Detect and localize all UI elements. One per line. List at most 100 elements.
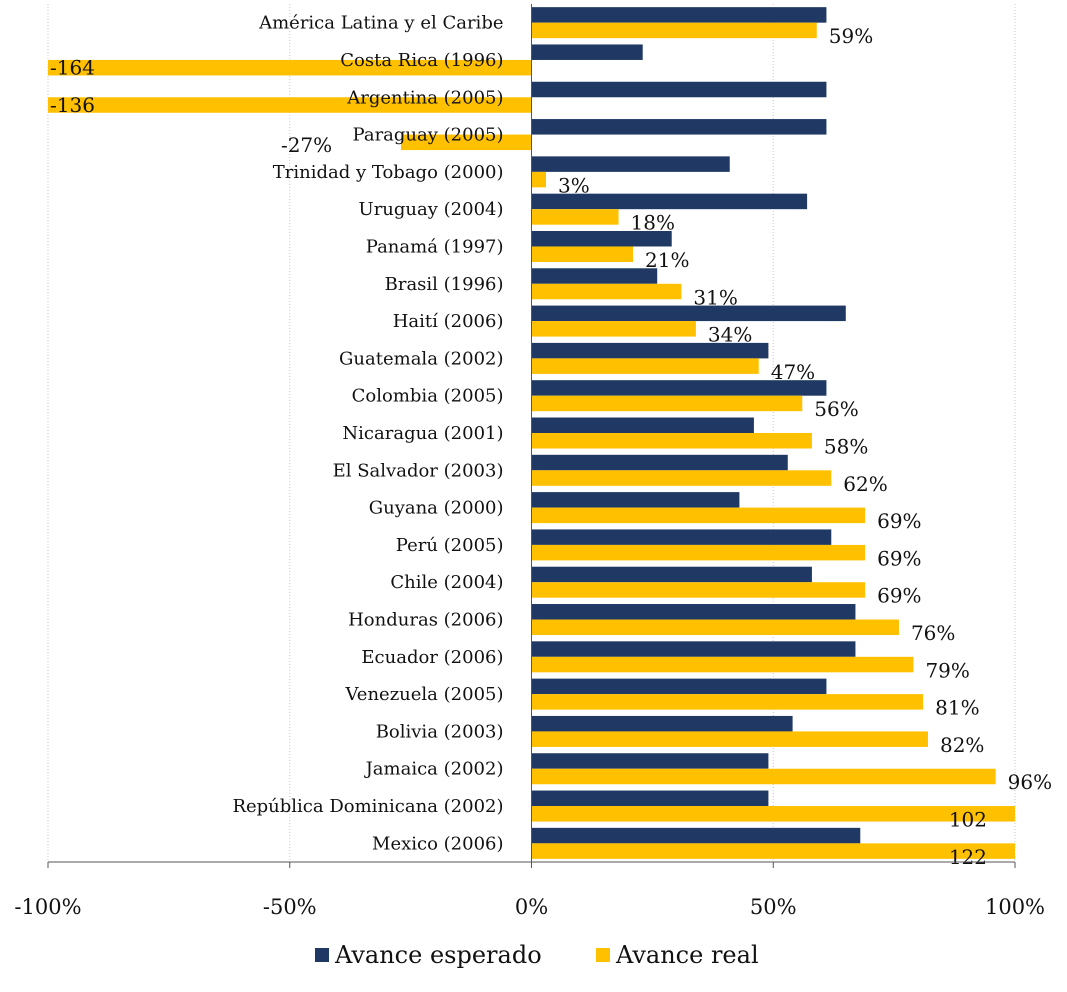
category-label: República Dominicana (2002) [232, 796, 503, 817]
category-label: América Latina y el Caribe [258, 13, 503, 34]
x-tick-label: 50% [750, 895, 797, 919]
bar-avance-esperado [531, 604, 856, 620]
category-label: Costa Rica (1996) [340, 50, 503, 71]
bar-avance-real [531, 395, 803, 412]
data-label: 82% [940, 733, 984, 757]
bar-avance-esperado [531, 305, 846, 322]
bar-avance-real [531, 806, 1015, 822]
data-label: 58% [824, 435, 868, 459]
bar-avance-esperado [531, 380, 827, 396]
bar-avance-real [531, 768, 996, 785]
bar-avance-esperado [531, 454, 788, 471]
data-label: 34% [708, 323, 752, 347]
bar-avance-esperado [531, 529, 832, 545]
legend-avance-real-label: Avance real [615, 941, 759, 969]
category-label: Jamaica (2002) [364, 759, 504, 780]
bar-avance-esperado [531, 44, 643, 60]
category-label: El Salvador (2003) [333, 460, 504, 481]
category-label: Guyana (2000) [369, 498, 504, 519]
bar-avance-esperado [531, 492, 740, 508]
bar-avance-real [531, 171, 547, 188]
category-label: Perú (2005) [396, 535, 504, 556]
data-label: 69% [877, 546, 921, 570]
bar-avance-esperado [531, 193, 808, 210]
data-label: 76% [911, 621, 955, 645]
bar-avance-esperado [531, 753, 769, 769]
bar-avance-real [531, 731, 928, 747]
bar-avance-real [531, 656, 914, 673]
x-tick-label: -100% [14, 895, 81, 919]
data-label: -164 [50, 55, 95, 79]
data-label: 31% [693, 285, 737, 309]
bar-avance-real [531, 283, 682, 300]
data-label: -27% [281, 133, 332, 157]
data-label: 69% [877, 584, 921, 608]
bar-avance-real [531, 582, 866, 598]
legend-avance-esperado-swatch [315, 948, 329, 962]
bar-avance-real [531, 470, 832, 486]
bar-avance-esperado [531, 641, 856, 657]
x-tick-label: 0% [515, 895, 548, 919]
category-label: Paraguay (2005) [353, 125, 504, 146]
bar-avance-real [531, 507, 866, 524]
category-label: Honduras (2006) [348, 610, 503, 631]
data-label: 3% [558, 173, 590, 197]
category-label: Mexico (2006) [372, 833, 503, 854]
data-label: 18% [631, 211, 675, 235]
bar-avance-esperado [531, 342, 769, 359]
category-label: Bolivia (2003) [376, 721, 504, 742]
data-label: 96% [1008, 770, 1052, 794]
bar-avance-real [400, 134, 532, 151]
bar-avance-real [531, 433, 812, 449]
bar-avance-esperado [531, 230, 672, 247]
bar-avance-esperado [531, 81, 827, 98]
data-label: 21% [645, 248, 689, 272]
bar-avance-real [531, 544, 866, 561]
category-label: Guatemala (2002) [339, 348, 503, 369]
data-label: 69% [877, 509, 921, 533]
data-label: 59% [829, 24, 873, 48]
data-label: 62% [843, 472, 887, 496]
bar-avance-real [48, 59, 532, 76]
x-tick-label: 100% [985, 895, 1045, 919]
data-label: 47% [771, 360, 815, 384]
bar-avance-esperado [531, 566, 812, 583]
category-label: Ecuador (2006) [361, 647, 503, 668]
category-label: Nicaragua (2001) [342, 423, 503, 444]
category-label: Uruguay (2004) [359, 199, 504, 220]
category-label: Argentina (2005) [346, 87, 503, 108]
bar-avance-real [531, 209, 619, 225]
bar-avance-esperado [531, 715, 793, 732]
bar-avance-real [531, 246, 634, 262]
bar-avance-real [531, 321, 696, 337]
category-label: Colombia (2005) [352, 386, 504, 407]
legend-avance-real-swatch [596, 948, 610, 962]
x-tick-label: -50% [263, 895, 317, 919]
bar-avance-real [531, 22, 817, 39]
category-label: Venezuela (2005) [344, 684, 503, 705]
data-label: 122 [949, 845, 987, 869]
bar-avance-real [531, 694, 924, 710]
bar-avance-esperado [531, 268, 658, 284]
data-label: 81% [935, 696, 979, 720]
data-label: -136 [50, 93, 95, 117]
category-label: Panamá (1997) [366, 236, 504, 257]
bar-avance-esperado [531, 417, 754, 433]
bar-avance-esperado [531, 119, 827, 135]
bar-avance-esperado [531, 790, 769, 807]
category-label: Trinidad y Tobago (2000) [273, 162, 504, 183]
bar-avance-esperado [531, 156, 730, 172]
bar-avance-real [531, 358, 759, 374]
data-label: 79% [925, 658, 969, 682]
bar-avance-real [531, 619, 899, 636]
bar-avance-real [531, 843, 1015, 859]
data-label: 56% [814, 397, 858, 421]
bar-avance-real [48, 97, 532, 113]
category-label: Haití (2006) [393, 311, 504, 332]
category-label: Chile (2004) [390, 572, 503, 593]
legend-avance-esperado-label: Avance esperado [334, 941, 542, 969]
bar-avance-esperado [531, 827, 861, 844]
category-label: Brasil (1996) [385, 274, 504, 295]
data-label: 102 [949, 808, 987, 832]
